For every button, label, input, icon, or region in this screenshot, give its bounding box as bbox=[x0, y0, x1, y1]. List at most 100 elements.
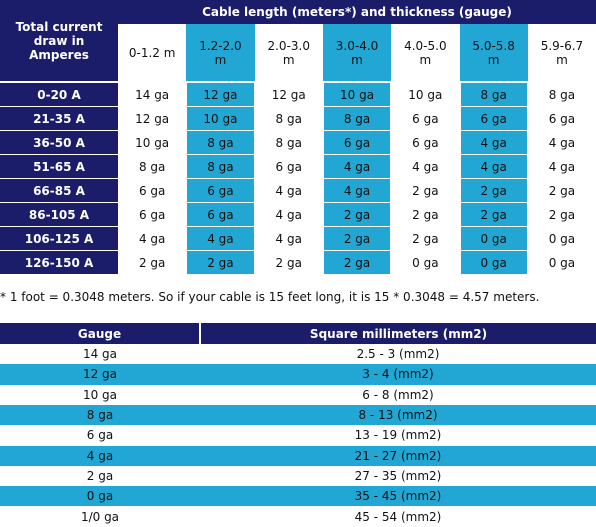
gauge-cell: 0 ga bbox=[460, 251, 527, 274]
gauge-value: 2 ga bbox=[0, 466, 200, 486]
gauge-cell-text: 0 ga bbox=[548, 231, 576, 246]
gauge-cell-text: 4 ga bbox=[343, 183, 371, 198]
gauge-cell: 2 ga bbox=[323, 227, 391, 250]
gauge-cell: 8 ga bbox=[460, 83, 527, 106]
gauge-cell-text: 0 ga bbox=[480, 231, 507, 246]
column-header-text: 3.0-4.0 m bbox=[335, 38, 379, 67]
gauge-cell: 6 ga bbox=[392, 107, 458, 130]
column-header: 2.0-3.0 m bbox=[255, 24, 323, 81]
gauge-cell-text: 6 ga bbox=[412, 135, 439, 150]
gauge-cell-text: 0 ga bbox=[548, 255, 576, 270]
gauge-cell: 2 ga bbox=[187, 251, 254, 274]
gauge-cell-text: 6 ga bbox=[138, 183, 166, 198]
gauge-cell-text: 6 ga bbox=[480, 111, 507, 126]
gauge-row-bg bbox=[0, 486, 596, 507]
column-header: 5.0-5.8 m bbox=[459, 24, 528, 81]
row-label: 66-85 A bbox=[0, 179, 118, 202]
gauge-cell-text: 8 ga bbox=[207, 159, 234, 174]
gauge-cell-text: 8 ga bbox=[207, 135, 234, 150]
gauge-cell: 4 ga bbox=[529, 155, 595, 178]
gauge-cell-text: 6 ga bbox=[207, 183, 234, 198]
gauge-cell: 6 ga bbox=[460, 107, 527, 130]
gauge-value: 8 ga bbox=[0, 405, 200, 425]
gauge-cell-text: 2 ga bbox=[343, 207, 371, 222]
gauge-cell: 8 ga bbox=[323, 107, 391, 130]
mm2-header: Square millimeters (mm2) bbox=[201, 323, 596, 344]
gauge-cell: 2 ga bbox=[460, 203, 527, 226]
gauge-cell: 12 ga bbox=[256, 83, 322, 106]
gauge-cell: 8 ga bbox=[256, 131, 322, 154]
gauge-cell-text: 12 ga bbox=[203, 87, 238, 102]
gauge-cell: 6 ga bbox=[392, 131, 458, 154]
gauge-cell: 12 ga bbox=[119, 107, 185, 130]
gauge-cell-text: 0 ga bbox=[412, 255, 439, 270]
column-header: 0-1.2 m bbox=[118, 24, 186, 81]
column-header-text: 1.2-2.0 m bbox=[199, 38, 242, 67]
gauge-cell-text: 4 ga bbox=[548, 135, 576, 150]
gauge-cell: 2 ga bbox=[119, 251, 185, 274]
gauge-value: 0 ga bbox=[0, 486, 200, 506]
corner-header-text: Total current draw in Amperes bbox=[15, 19, 103, 62]
gauge-cell: 10 ga bbox=[119, 131, 185, 154]
gauge-cell: 4 ga bbox=[256, 203, 322, 226]
gauge-cell: 2 ga bbox=[460, 179, 527, 202]
gauge-cell-text: 6 ga bbox=[343, 135, 371, 150]
gauge-cell-text: 8 ga bbox=[275, 135, 302, 150]
mm2-value-text: 8 - 13 (mm2) bbox=[358, 408, 438, 423]
gauge-cell: 6 ga bbox=[529, 107, 595, 130]
column-header: 1.2-2.0 m bbox=[186, 24, 255, 81]
gauge-cell: 2 ga bbox=[323, 203, 391, 226]
gauge-value-text: 1/0 ga bbox=[80, 509, 120, 524]
gauge-cell-text: 2 ga bbox=[480, 207, 507, 222]
mm2-value-text: 21 - 27 (mm2) bbox=[354, 448, 442, 463]
row-label-text: 86-105 A bbox=[28, 207, 90, 222]
mm2-value: 27 - 35 (mm2) bbox=[200, 466, 596, 486]
row-label: 36-50 A bbox=[0, 131, 118, 154]
gauge-cell-text: 4 ga bbox=[480, 135, 507, 150]
gauge-cell-text: 2 ga bbox=[548, 183, 576, 198]
row-label: 106-125 A bbox=[0, 227, 118, 250]
gauge-cell-text: 8 ga bbox=[480, 87, 507, 102]
mm2-value-text: 13 - 19 (mm2) bbox=[354, 428, 442, 443]
gauge-cell-text: 10 ga bbox=[408, 87, 443, 102]
gauge-cell: 4 ga bbox=[119, 227, 185, 250]
row-label-text: 126-150 A bbox=[24, 255, 94, 270]
mm2-value-text: 35 - 45 (mm2) bbox=[354, 489, 442, 504]
row-label: 0-20 A bbox=[0, 83, 118, 106]
gauge-cell: 0 ga bbox=[529, 227, 595, 250]
mm2-value: 21 - 27 (mm2) bbox=[200, 446, 596, 466]
gauge-cell-text: 2 ga bbox=[343, 255, 371, 270]
gauge-cell: 10 ga bbox=[392, 83, 458, 106]
gauge-value-text: 4 ga bbox=[86, 448, 114, 463]
gauge-cell-text: 8 ga bbox=[138, 159, 166, 174]
gauge-cell-text: 2 ga bbox=[412, 231, 439, 246]
gauge-cell: 0 ga bbox=[460, 227, 527, 250]
row-label: 126-150 A bbox=[0, 251, 118, 274]
gauge-cell: 12 ga bbox=[187, 83, 254, 106]
row-label: 51-65 A bbox=[0, 155, 118, 178]
gauge-cell-text: 6 ga bbox=[548, 111, 576, 126]
gauge-value: 14 ga bbox=[0, 344, 200, 364]
gauge-cell-text: 4 ga bbox=[275, 207, 302, 222]
gauge-cell: 8 ga bbox=[187, 131, 254, 154]
gauge-value-text: 6 ga bbox=[86, 428, 114, 443]
gauge-cell: 2 ga bbox=[323, 251, 391, 274]
mm2-value: 3 - 4 (mm2) bbox=[200, 364, 596, 384]
gauge-cell-text: 4 ga bbox=[412, 159, 439, 174]
column-header-text: 0-1.2 m bbox=[128, 45, 176, 60]
gauge-value-text: 0 ga bbox=[86, 489, 114, 504]
mm2-value-text: 45 - 54 (mm2) bbox=[354, 509, 442, 524]
mm2-value-text: 6 - 8 (mm2) bbox=[362, 387, 434, 402]
gauge-cell: 8 ga bbox=[529, 83, 595, 106]
gauge-value: 6 ga bbox=[0, 425, 200, 445]
gauge-cell-text: 2 ga bbox=[548, 207, 576, 222]
gauge-cell-text: 8 ga bbox=[275, 111, 302, 126]
gauge-cell-text: 4 ga bbox=[343, 159, 371, 174]
gauge-cell: 4 ga bbox=[529, 131, 595, 154]
table-title: Cable length (meters*) and thickness (ga… bbox=[118, 0, 596, 24]
gauge-value: 10 ga bbox=[0, 385, 200, 405]
gauge-cell: 6 ga bbox=[256, 155, 322, 178]
row-label: 86-105 A bbox=[0, 203, 118, 226]
row-label-text: 106-125 A bbox=[24, 231, 94, 246]
gauge-cell-text: 4 ga bbox=[548, 159, 576, 174]
